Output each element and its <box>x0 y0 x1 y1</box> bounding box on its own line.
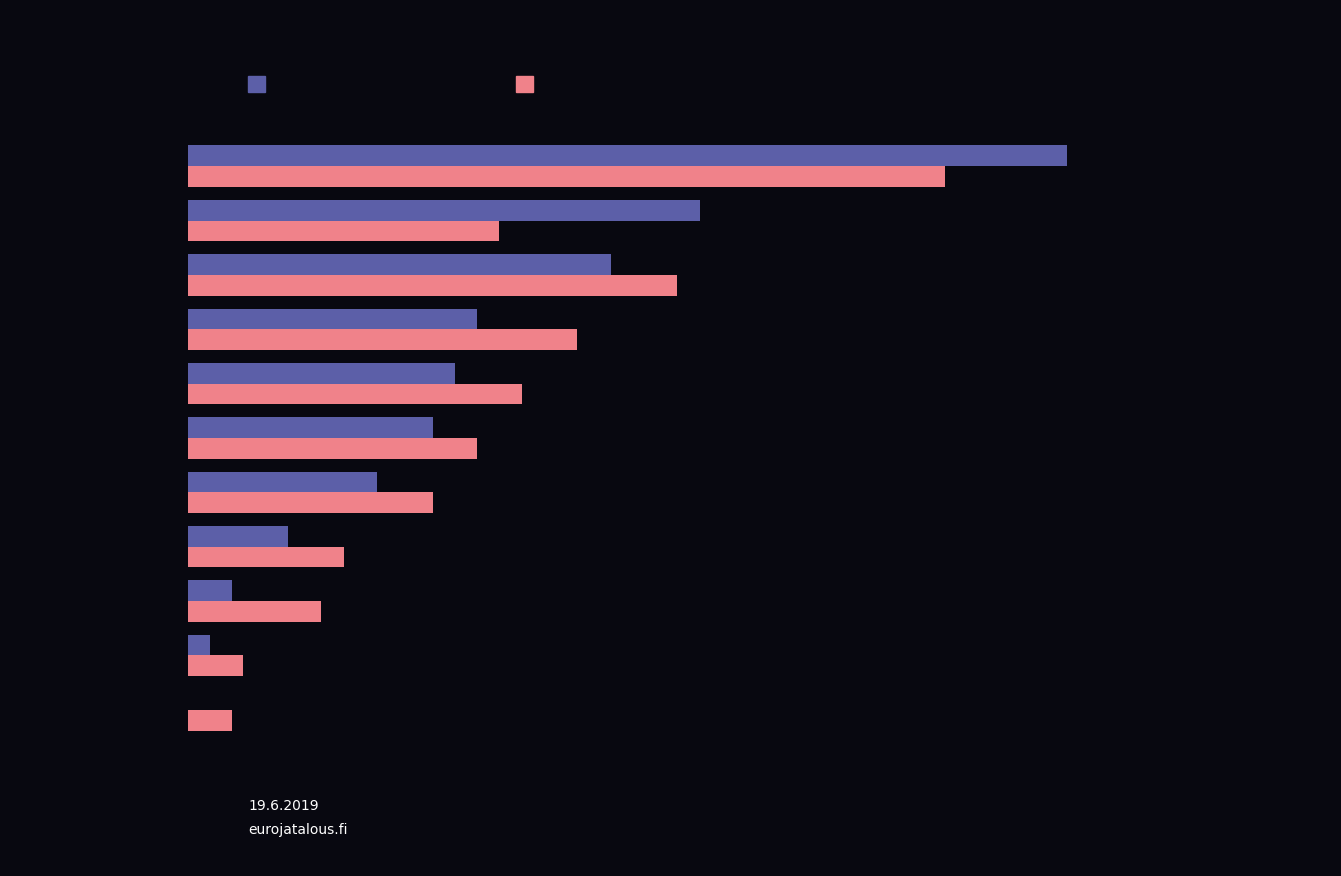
Bar <box>188 200 700 221</box>
Bar <box>188 492 433 513</box>
Bar <box>188 221 499 241</box>
Bar <box>188 635 211 655</box>
Text: eurojatalous.fi: eurojatalous.fi <box>248 823 347 837</box>
Bar <box>188 438 477 459</box>
Bar <box>188 329 577 350</box>
Bar <box>188 547 343 568</box>
Bar <box>188 601 322 622</box>
Bar <box>188 363 455 384</box>
Text: 19.6.2019: 19.6.2019 <box>248 799 319 813</box>
Bar <box>188 710 232 731</box>
Bar <box>188 581 232 601</box>
Bar <box>188 275 677 295</box>
Bar <box>188 166 944 187</box>
Bar <box>188 655 244 676</box>
Bar <box>188 384 522 405</box>
Bar <box>188 471 377 492</box>
Bar <box>188 417 433 438</box>
Bar <box>188 308 477 329</box>
Bar <box>188 254 610 275</box>
Bar <box>188 145 1067 166</box>
Bar <box>188 526 288 547</box>
